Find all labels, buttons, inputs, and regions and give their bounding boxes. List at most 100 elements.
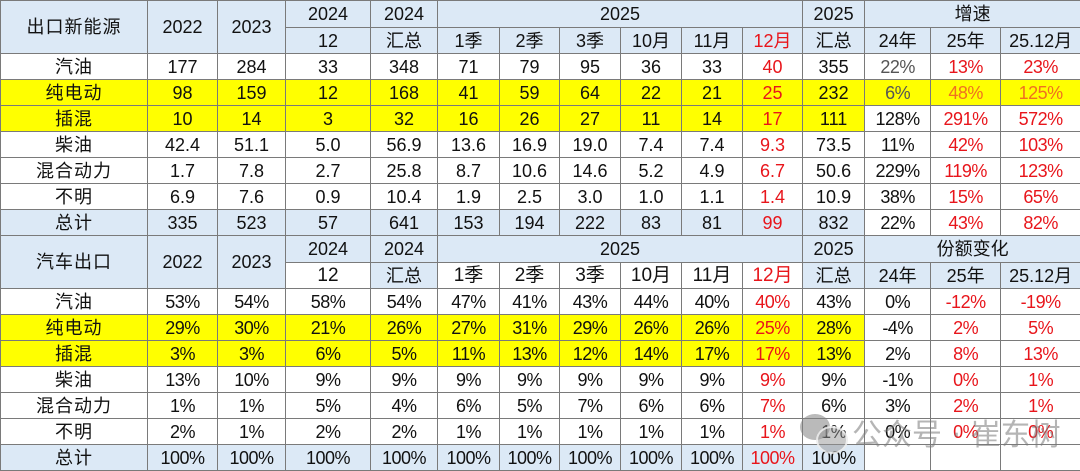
growth-cell: 23%	[1000, 53, 1080, 80]
col-2024-total-top: 2024	[370, 235, 438, 263]
cell: 100%	[370, 444, 438, 471]
growth-cell: 38%	[864, 183, 932, 210]
cell: 100%	[285, 444, 371, 471]
col-2024-12: 12	[285, 262, 371, 289]
row-label: 纯电动	[0, 314, 148, 341]
table-row-hybrid: 混合动力 1% 1% 5% 4% 6% 5% 7% 6% 6% 7% 6% 3%…	[0, 392, 1080, 419]
cell: 177	[147, 53, 218, 80]
growth-cell: 15%	[930, 183, 1002, 210]
cell: 33	[285, 53, 371, 80]
cell-dec: 1%	[741, 418, 804, 445]
cell: 7.4	[620, 131, 682, 158]
table-row-gasoline: 汽油 53% 54% 58% 54% 47% 41% 43% 44% 40% 4…	[0, 288, 1080, 315]
col-2024-total-top: 2024	[370, 0, 438, 28]
change-cell: 8%	[930, 340, 1002, 367]
row-label: 不明	[0, 418, 148, 445]
cell: 9%	[559, 366, 621, 393]
auto-exports-share-table: 汽车出口 2022 2023 2024 2024 2025 2025 份额变化 …	[0, 235, 1080, 471]
cell: 9%	[620, 366, 682, 393]
cell: 14.6	[559, 157, 621, 184]
col-2025-q1: 1季	[437, 27, 500, 54]
cell: 83	[620, 209, 682, 236]
col-2025-nov: 11月	[681, 262, 743, 289]
cell: 14	[681, 105, 743, 132]
growth-cell: 48%	[930, 79, 1002, 106]
share-change-group: 份额变化	[864, 235, 1080, 263]
new-energy-exports-table: 出口新能源 2022 2023 2024 2024 2025 2025 增速 1…	[0, 0, 1080, 236]
cell: 25.8	[370, 157, 438, 184]
cell: 8.7	[437, 157, 500, 184]
cell: 71	[437, 53, 500, 80]
col-2025-total-top: 2025	[802, 235, 866, 263]
cell: 100%	[499, 444, 560, 471]
cell: 194	[499, 209, 560, 236]
cell: 54%	[370, 288, 438, 315]
table-row-unknown: 不明 2% 1% 2% 2% 1% 1% 1% 1% 1% 1% 1% 0% 0…	[0, 418, 1080, 445]
col-2025-q3: 3季	[559, 262, 621, 289]
cell-total: 43%	[802, 288, 866, 315]
cell: 30%	[217, 314, 286, 341]
cell-total: 10.9	[802, 183, 866, 210]
col-2025-q1: 1季	[437, 262, 500, 289]
cell: 47%	[437, 288, 500, 315]
cell-dec: 17	[741, 105, 804, 132]
cell: 42.4	[147, 131, 218, 158]
table-row-total: 总计 335 523 57 641 153 194 222 83 81 99 8…	[0, 209, 1080, 236]
cell: 12%	[559, 340, 621, 367]
cell: 2.7	[285, 157, 371, 184]
row-label: 混合动力	[0, 157, 148, 184]
col-2024-total-bottom: 汇总	[370, 27, 438, 54]
change-cell: -4%	[864, 314, 932, 341]
cell: 5%	[370, 340, 438, 367]
cell-total: 50.6	[802, 157, 866, 184]
row-label: 总计	[0, 444, 148, 471]
change-cell: 0%	[1000, 418, 1080, 445]
growth-cell: 43%	[930, 209, 1002, 236]
cell: 1%	[559, 418, 621, 445]
cell: 1.1	[681, 183, 743, 210]
cell: 168	[370, 79, 438, 106]
cell: 2%	[370, 418, 438, 445]
cell: 1.0	[620, 183, 682, 210]
col-2025-total-bottom: 汇总	[802, 27, 866, 54]
cell: 6.9	[147, 183, 218, 210]
change-cell: 0%	[930, 418, 1002, 445]
row-label: 混合动力	[0, 392, 148, 419]
cell: 9%	[681, 366, 743, 393]
col-2025-q2: 2季	[499, 262, 560, 289]
cell: 7%	[559, 392, 621, 419]
growth-cell: 229%	[864, 157, 932, 184]
row-label: 柴油	[0, 131, 148, 158]
row-label: 汽油	[0, 288, 148, 315]
table-row-unknown: 不明 6.9 7.6 0.9 10.4 1.9 2.5 3.0 1.0 1.1 …	[0, 183, 1080, 210]
change-cell: 2%	[930, 392, 1002, 419]
change-cell: 2%	[930, 314, 1002, 341]
cell: 31%	[499, 314, 560, 341]
table-row-phev: 插混 3% 3% 6% 5% 11% 13% 12% 14% 17% 17% 1…	[0, 340, 1080, 367]
table-row-phev: 插混 10 14 3 32 16 26 27 11 14 17 111 128%…	[0, 105, 1080, 132]
cell: 3.0	[559, 183, 621, 210]
cell: 40%	[681, 288, 743, 315]
change-cell-empty	[930, 444, 1002, 471]
cell: 4.9	[681, 157, 743, 184]
cell: 10%	[217, 366, 286, 393]
cell: 22	[620, 79, 682, 106]
cell-total: 832	[802, 209, 866, 236]
cell: 100%	[559, 444, 621, 471]
cell-dec: 6.7	[741, 157, 804, 184]
cell: 14	[217, 105, 286, 132]
cell: 1.9	[437, 183, 500, 210]
col-2025-total-bottom: 汇总	[802, 262, 866, 289]
col-2025-oct: 10月	[620, 262, 682, 289]
cell: 2%	[147, 418, 218, 445]
cell: 64	[559, 79, 621, 106]
cell-dec: 99	[741, 209, 804, 236]
growth-cell: 291%	[930, 105, 1002, 132]
growth-cell: 22%	[864, 53, 932, 80]
cell: 1%	[620, 418, 682, 445]
growth-cell: 11%	[864, 131, 932, 158]
cell: 21	[681, 79, 743, 106]
cell: 54%	[217, 288, 286, 315]
col-2025-group: 2025	[436, 235, 804, 263]
cell: 159	[217, 79, 286, 106]
